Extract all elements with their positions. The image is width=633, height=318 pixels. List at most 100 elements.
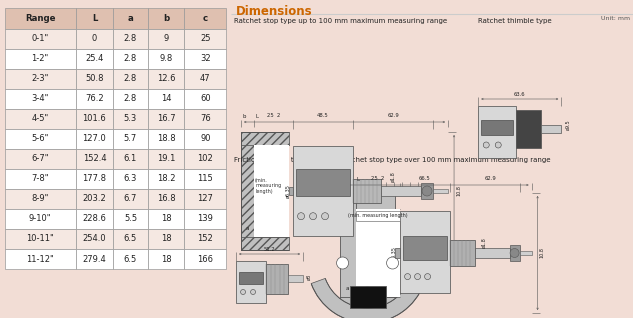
Bar	[403, 236, 446, 260]
Bar	[4, 109, 75, 129]
Bar	[75, 109, 113, 129]
Text: 6.3: 6.3	[124, 174, 137, 183]
Bar	[296, 169, 350, 196]
Bar	[241, 132, 254, 250]
Text: 5.7: 5.7	[124, 134, 137, 143]
Bar	[184, 89, 227, 109]
Text: 60: 60	[200, 94, 211, 103]
Text: a: a	[246, 226, 249, 231]
Bar	[184, 49, 227, 69]
Text: 18: 18	[161, 214, 172, 224]
Bar	[239, 272, 263, 284]
Bar	[4, 169, 75, 189]
Bar	[236, 261, 266, 303]
Text: L: L	[356, 177, 360, 182]
Bar	[4, 149, 75, 169]
Text: 47: 47	[200, 74, 211, 83]
Text: (min. measuring length): (min. measuring length)	[348, 213, 408, 218]
Text: 127: 127	[197, 194, 213, 204]
Text: 2.8: 2.8	[124, 54, 137, 63]
Bar	[113, 29, 147, 49]
Text: Unit: mm: Unit: mm	[601, 16, 630, 21]
Text: 76: 76	[200, 114, 211, 123]
Bar	[147, 149, 184, 169]
Bar	[266, 264, 288, 294]
Bar	[288, 275, 303, 282]
Text: 152: 152	[197, 234, 213, 244]
Text: 6.5: 6.5	[124, 254, 137, 264]
Text: 10.8: 10.8	[456, 186, 461, 197]
Bar	[184, 8, 227, 29]
Bar	[75, 169, 113, 189]
Bar	[75, 29, 113, 49]
Text: 51.2: 51.2	[264, 247, 275, 252]
Bar	[113, 109, 147, 129]
Bar	[241, 237, 289, 250]
Bar	[541, 125, 561, 133]
Text: Ratchet thimble type: Ratchet thimble type	[479, 18, 552, 24]
Text: 25  2: 25 2	[267, 113, 280, 118]
Text: 14: 14	[161, 94, 172, 103]
Circle shape	[483, 142, 489, 148]
Bar	[147, 29, 184, 49]
Text: a: a	[128, 14, 134, 23]
Text: 19.1: 19.1	[157, 154, 175, 163]
Text: 8-9": 8-9"	[32, 194, 49, 204]
Bar	[113, 49, 147, 69]
Text: L: L	[255, 114, 258, 119]
Text: 11-12": 11-12"	[26, 254, 54, 264]
Bar	[517, 110, 541, 148]
Text: 6-7": 6-7"	[32, 154, 49, 163]
Bar	[184, 29, 227, 49]
Circle shape	[425, 273, 430, 280]
Text: 9: 9	[163, 34, 168, 43]
Bar	[75, 209, 113, 229]
Text: 4-5": 4-5"	[32, 114, 49, 123]
Bar	[113, 249, 147, 269]
Circle shape	[422, 186, 432, 196]
Text: 6.5: 6.5	[124, 234, 137, 244]
Text: a: a	[346, 286, 349, 291]
Text: b: b	[341, 177, 344, 182]
Bar	[184, 209, 227, 229]
Bar	[475, 248, 510, 258]
Bar	[75, 8, 113, 29]
Text: 18.8: 18.8	[157, 134, 175, 143]
Text: ø1.8: ø1.8	[482, 238, 487, 248]
Bar	[113, 89, 147, 109]
Text: 18: 18	[161, 254, 172, 264]
Text: 0-1": 0-1"	[32, 34, 49, 43]
Text: 177.8: 177.8	[82, 174, 106, 183]
Bar	[449, 240, 475, 266]
Bar	[4, 189, 75, 209]
Bar	[184, 109, 227, 129]
Circle shape	[495, 142, 501, 148]
Text: 2.8: 2.8	[124, 94, 137, 103]
Text: 203.2: 203.2	[82, 194, 106, 204]
Bar	[520, 251, 532, 255]
Bar	[147, 209, 184, 229]
Bar	[184, 229, 227, 249]
Bar	[184, 189, 227, 209]
Text: 2.8: 2.8	[124, 74, 137, 83]
Text: 16.7: 16.7	[157, 114, 175, 123]
Text: 18.2: 18.2	[157, 174, 175, 183]
Bar	[4, 229, 75, 249]
Text: 25  2: 25 2	[371, 176, 384, 181]
Text: 5-6": 5-6"	[32, 134, 49, 143]
Text: 9-10": 9-10"	[29, 214, 51, 224]
Text: 3-4": 3-4"	[32, 94, 49, 103]
Bar	[147, 69, 184, 89]
Bar	[339, 193, 356, 313]
Text: 18: 18	[161, 234, 172, 244]
Bar	[339, 193, 394, 209]
Bar	[184, 149, 227, 169]
Text: 90: 90	[200, 134, 211, 143]
Bar	[147, 89, 184, 109]
Bar	[510, 245, 520, 261]
Bar	[75, 149, 113, 169]
Bar	[4, 69, 75, 89]
Text: b: b	[242, 114, 246, 119]
Bar	[147, 169, 184, 189]
Bar	[4, 89, 75, 109]
